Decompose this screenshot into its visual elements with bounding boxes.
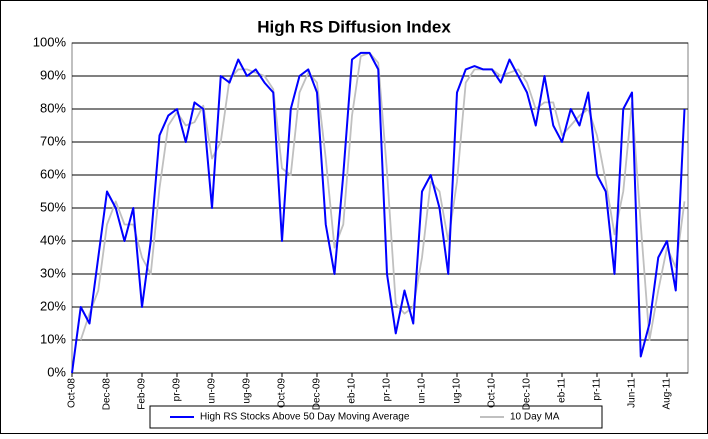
x-tick-label: un-10: [417, 378, 428, 404]
y-tick-label: 80%: [40, 100, 66, 115]
x-tick-label: Dec-10: [522, 378, 533, 411]
x-tick-label: Dec-08: [102, 378, 113, 411]
legend-label: 10 Day MA: [510, 412, 560, 423]
x-tick-label: eb-11: [557, 378, 568, 403]
y-tick-label: 70%: [40, 133, 66, 148]
x-tick-label: pr-11: [592, 378, 603, 401]
legend-label: High RS Stocks Above 50 Day Moving Avera…: [200, 412, 410, 423]
y-tick-label: 0%: [47, 364, 66, 379]
x-tick-label: Jun-11: [627, 378, 638, 408]
y-tick-label: 30%: [40, 265, 66, 280]
x-tick-label: Oct-09: [277, 378, 288, 408]
x-tick-label: Aug-11: [662, 378, 673, 410]
x-tick-label: pr-10: [382, 378, 393, 402]
x-tick-label: un-09: [207, 378, 218, 404]
series-line: [71, 51, 686, 374]
x-tick-label: Dec-09: [312, 378, 323, 411]
legend-box: [149, 405, 603, 429]
x-tick-label: Feb-09: [137, 378, 148, 410]
chart-title: High RS Diffusion Index: [257, 17, 451, 36]
y-tick-label: 90%: [40, 67, 66, 82]
y-tick-label: 10%: [40, 331, 66, 346]
y-tick-label: 100%: [33, 34, 67, 49]
x-tick-label: pr-09: [172, 378, 183, 402]
y-tick-label: 20%: [40, 298, 66, 313]
y-tick-label: 60%: [40, 166, 66, 181]
y-tick-label: 50%: [40, 199, 66, 214]
x-tick-label: Oct-10: [487, 378, 498, 408]
x-tick-label: ug-09: [242, 378, 253, 404]
x-tick-label: ug-10: [452, 378, 463, 404]
x-tick-label: Oct-08: [67, 378, 78, 408]
y-tick-label: 40%: [40, 232, 66, 247]
x-tick-label: eb-10: [347, 378, 358, 404]
